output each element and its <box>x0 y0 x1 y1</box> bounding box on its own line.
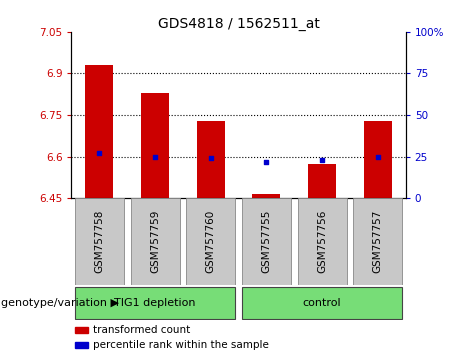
Point <box>151 154 159 159</box>
Text: genotype/variation ▶: genotype/variation ▶ <box>1 298 119 308</box>
Text: control: control <box>303 298 342 308</box>
Bar <box>85 65 113 198</box>
Bar <box>197 121 225 198</box>
Point <box>374 154 382 159</box>
Text: GSM757757: GSM757757 <box>373 210 383 273</box>
Bar <box>75 342 88 348</box>
Text: TIG1 depletion: TIG1 depletion <box>114 298 196 308</box>
Point <box>95 150 103 156</box>
FancyBboxPatch shape <box>242 198 291 285</box>
Text: transformed count: transformed count <box>93 325 190 335</box>
Bar <box>141 93 169 198</box>
Text: GSM757760: GSM757760 <box>206 210 216 273</box>
Point <box>263 159 270 165</box>
FancyBboxPatch shape <box>298 198 347 285</box>
FancyBboxPatch shape <box>353 198 402 285</box>
Bar <box>308 164 336 198</box>
Point <box>207 155 214 161</box>
Text: percentile rank within the sample: percentile rank within the sample <box>93 339 269 350</box>
Text: GSM757758: GSM757758 <box>95 210 104 273</box>
FancyBboxPatch shape <box>186 198 235 285</box>
FancyBboxPatch shape <box>75 287 235 319</box>
Text: GSM757759: GSM757759 <box>150 210 160 273</box>
Point <box>319 157 326 163</box>
Bar <box>364 121 392 198</box>
Title: GDS4818 / 1562511_at: GDS4818 / 1562511_at <box>158 17 319 31</box>
Bar <box>253 194 280 198</box>
Text: GSM757756: GSM757756 <box>317 210 327 273</box>
FancyBboxPatch shape <box>242 287 402 319</box>
Text: GSM757755: GSM757755 <box>261 210 272 273</box>
FancyBboxPatch shape <box>130 198 179 285</box>
Bar <box>75 327 88 333</box>
FancyBboxPatch shape <box>75 198 124 285</box>
